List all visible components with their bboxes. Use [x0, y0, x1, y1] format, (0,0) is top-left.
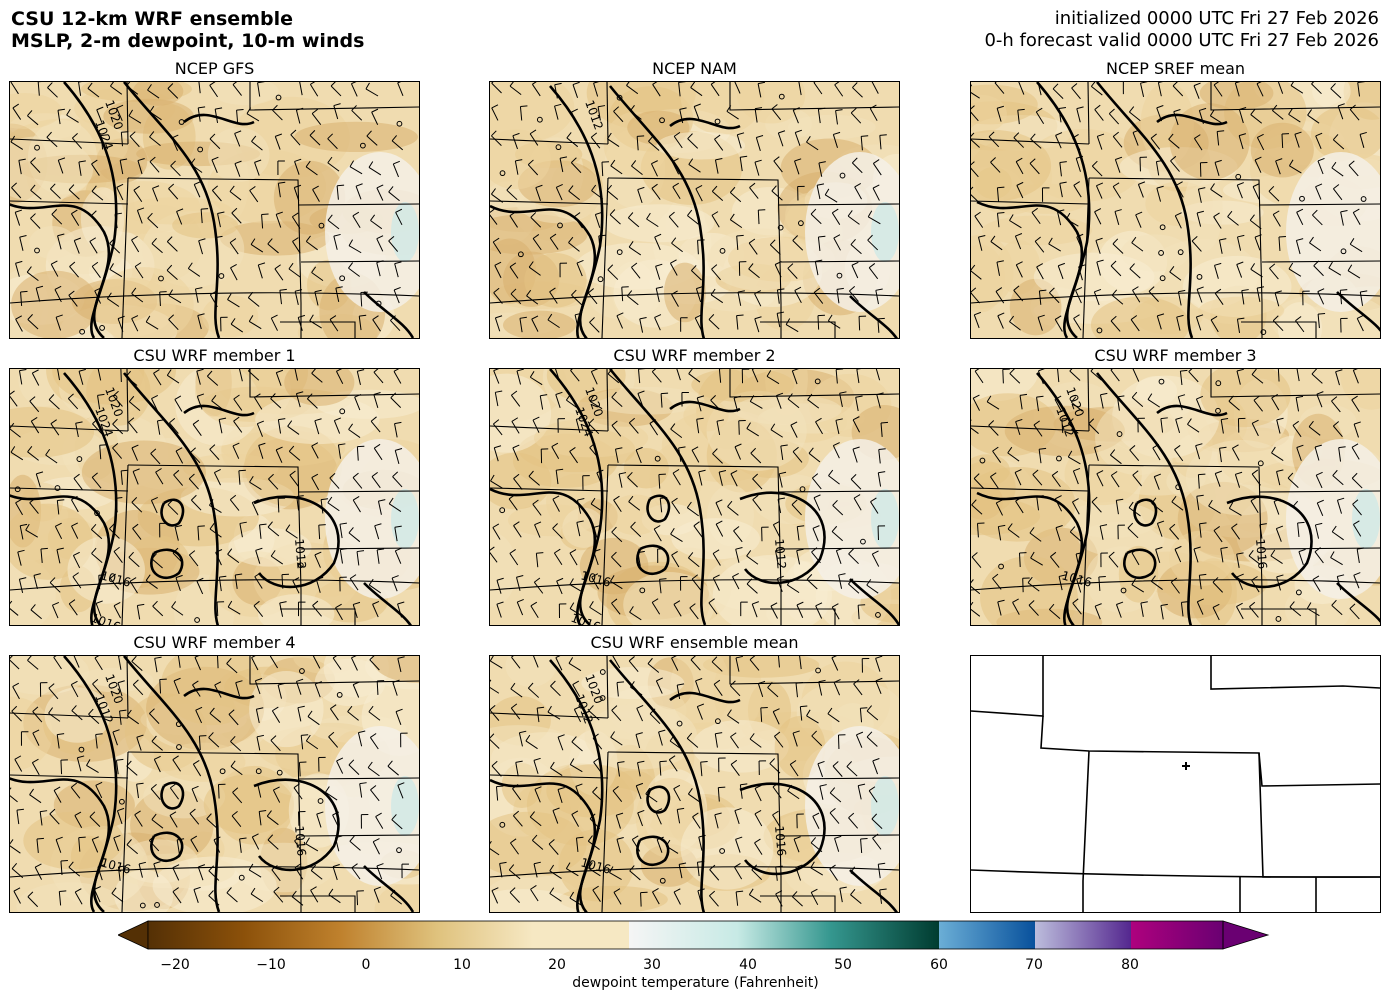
colorbar-tick: 10 [453, 957, 471, 973]
map-graphic [971, 82, 1380, 338]
map-panel-member2: 1020 1024 1012 1016 1016 [489, 368, 900, 626]
colorbar-graphic [118, 920, 1270, 950]
map-panel-member1: 1020 1024 1012 1016 1016 [9, 368, 420, 626]
figure-title: CSU 12-km WRF ensemble MSLP, 2-m dewpoin… [11, 8, 364, 52]
colorbar-tick: −20 [160, 957, 190, 973]
map-panel-member3: 1020 1012 1016 1016 [970, 368, 1381, 626]
isobar-label: 1012 [772, 538, 789, 570]
colorbar-tick: 0 [361, 957, 371, 973]
forecast-time-info: initialized 0000 UTC Fri 27 Feb 2026 0-h… [984, 8, 1379, 52]
colorbar-tick: 30 [643, 957, 661, 973]
panel-title-gfs: NCEP GFS [174, 59, 255, 78]
colorbar-tick: 20 [548, 957, 566, 973]
panel-title-m1: CSU WRF member 1 [133, 346, 296, 365]
isobar-label: 1016 [772, 825, 789, 857]
colorbar-tick: 70 [1025, 957, 1043, 973]
isobar-label: 1016 [1253, 538, 1270, 570]
isobar-label: 1016 [292, 825, 309, 857]
valid-time: 0-h forecast valid 0000 UTC Fri 27 Feb 2… [984, 30, 1379, 51]
figure-title-line2: MSLP, 2-m dewpoint, 10-m winds [11, 30, 365, 52]
panel-title-m4: CSU WRF member 4 [133, 633, 296, 652]
colorbar-tick: −10 [256, 957, 286, 973]
panel-title-nam: NCEP NAM [652, 59, 737, 78]
colorbar-tick: 50 [834, 957, 852, 973]
map-panel-sref [970, 81, 1381, 339]
colorbar [118, 920, 1273, 950]
map-graphic: 1012 [490, 82, 899, 338]
panel-title-m2: CSU WRF member 2 [613, 346, 776, 365]
colorbar-tick: 40 [739, 957, 757, 973]
map-panel-locator [970, 655, 1381, 913]
isobar-label: 1012 [292, 538, 309, 570]
map-panel-gfs: 1020 1024 [9, 81, 420, 339]
colorbar-tick: 80 [1121, 957, 1139, 973]
colorbar-label: dewpoint temperature (Fahrenheit) [572, 975, 819, 991]
panel-title-sref: NCEP SREF mean [1105, 59, 1246, 78]
init-time: initialized 0000 UTC Fri 27 Feb 2026 [1054, 8, 1379, 29]
panel-title-mean: CSU WRF ensemble mean [590, 633, 799, 652]
colorbar-tick: 60 [930, 957, 948, 973]
panel-title-m3: CSU WRF member 3 [1094, 346, 1257, 365]
map-panel-nam: 1012 [489, 81, 900, 339]
map-panel-member4: 1020 1012 1016 1016 [9, 655, 420, 913]
map-panel-ensemble-mean: 1020 1012 1016 1016 [489, 655, 900, 913]
map-graphic [971, 656, 1380, 912]
figure-title-line1: CSU 12-km WRF ensemble [11, 8, 293, 30]
